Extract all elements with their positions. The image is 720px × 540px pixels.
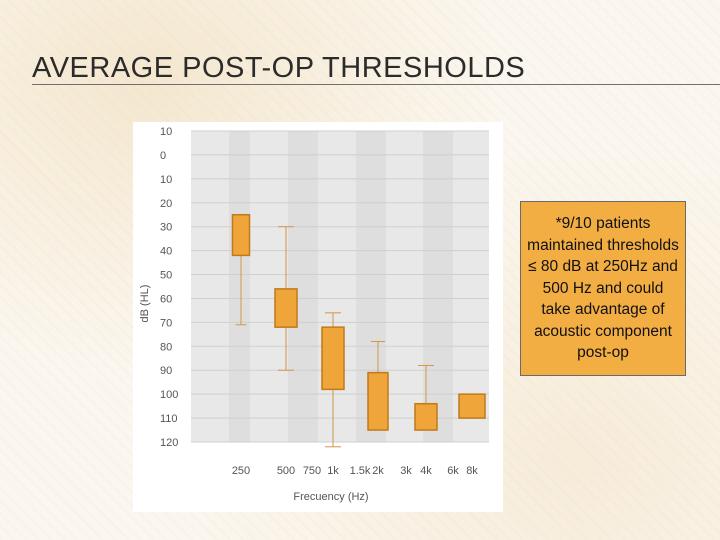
x-tick-label: 250 — [232, 465, 250, 477]
y-tick-label: 10 — [160, 174, 172, 186]
x-tick-label: 2k — [372, 465, 384, 477]
x-tick-label: 500 — [277, 465, 295, 477]
plot-column-band — [250, 131, 288, 442]
y-tick-label: 70 — [160, 317, 172, 329]
x-axis-label: Frecuency (Hz) — [293, 491, 368, 503]
y-tick-label: 30 — [160, 222, 172, 234]
x-tick-label: 3k — [400, 465, 412, 477]
box-1k — [321, 326, 345, 391]
plot-column-band — [191, 131, 229, 442]
y-tick-label: 0 — [160, 150, 166, 162]
y-tick-label: 90 — [160, 365, 172, 377]
y-tick-label: 110 — [160, 413, 178, 425]
x-tick-label: 4k — [420, 465, 432, 477]
x-tick-label: 750 — [303, 465, 321, 477]
y-tick-label: 80 — [160, 341, 172, 353]
y-tick-label: 100 — [160, 389, 178, 401]
box-500 — [274, 288, 298, 328]
plot-column-band — [453, 131, 489, 442]
x-tick-label: 6k — [447, 465, 459, 477]
y-axis-label: dB (HL) — [139, 285, 151, 323]
x-tick-label: 1k — [327, 465, 339, 477]
x-tick-label: 8k — [466, 465, 478, 477]
y-tick-label: 20 — [160, 198, 172, 210]
box-250 — [231, 213, 251, 257]
box-2k — [367, 371, 389, 431]
y-tick-label: 60 — [160, 293, 172, 305]
slide-title: AVERAGE POST-OP THRESHOLDS — [32, 52, 526, 84]
y-tick-label: 40 — [160, 246, 172, 258]
y-tick-label: 50 — [160, 270, 172, 282]
box-8k — [458, 393, 486, 419]
box-4k — [414, 402, 438, 431]
y-tick-label: 120 — [160, 437, 178, 449]
plot-column-band — [318, 131, 356, 442]
callout-box: *9/10 patients maintained thresholds ≤ 8… — [520, 201, 686, 376]
plot-column-band — [386, 131, 423, 442]
chart-panel: 10 0 10 20 30 40 50 60 70 80 90 100 110 120 dB (HL) 250… — [133, 122, 503, 512]
y-tick-label: 10 — [160, 126, 172, 138]
callout-text: *9/10 patients maintained thresholds ≤ 8… — [527, 215, 679, 362]
x-tick-label: 1.5k — [350, 465, 371, 477]
title-divider — [32, 84, 720, 85]
